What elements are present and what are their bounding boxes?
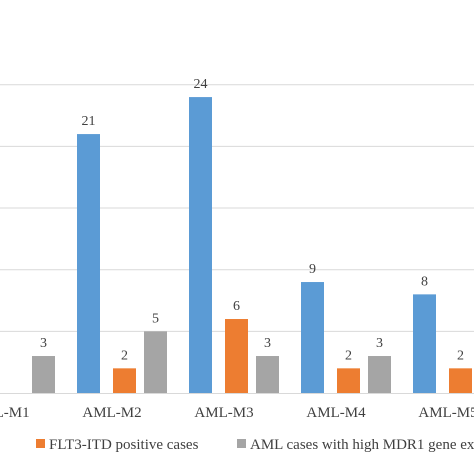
bars (32, 97, 472, 393)
bar (32, 356, 55, 393)
legend-label: AML cases with high MDR1 gene expression (250, 437, 474, 453)
data-label: 24 (194, 77, 208, 92)
x-tick-label: AML-M5 (418, 405, 474, 421)
data-label: 9 (309, 262, 316, 277)
data-label: 2 (121, 348, 128, 363)
gridlines (0, 84, 474, 332)
bar (77, 134, 100, 393)
bar (225, 319, 248, 393)
data-label: 5 (152, 311, 159, 326)
legend-swatch (237, 439, 246, 448)
x-tick-label: AML-M4 (306, 405, 366, 421)
bar (113, 368, 136, 393)
data-label: 3 (264, 336, 271, 351)
legend-item: AML cases with high MDR1 gene expression (237, 437, 474, 453)
x-tick-label: AML-M2 (82, 405, 141, 421)
bar (189, 97, 212, 393)
bar (368, 356, 391, 393)
data-label: 3 (40, 336, 47, 351)
bar (337, 368, 360, 393)
legend-swatch (36, 439, 45, 448)
data-label: 2 (457, 348, 464, 363)
data-label: 3 (376, 336, 383, 351)
x-tick-label: AML-M3 (194, 405, 253, 421)
data-label: 8 (421, 274, 428, 289)
bar (449, 368, 472, 393)
data-label: 21 (82, 114, 96, 129)
bar (301, 282, 324, 393)
bar (144, 331, 167, 393)
data-label: 6 (233, 299, 240, 314)
data-labels: 212498262235332 (40, 77, 464, 363)
bar (413, 294, 436, 393)
bar (256, 356, 279, 393)
legend-label: FLT3-ITD positive cases (49, 437, 199, 453)
data-label: 2 (345, 348, 352, 363)
x-tick-label: AML-M1 (0, 405, 30, 421)
legend-item: FLT3-ITD positive cases (36, 437, 199, 453)
